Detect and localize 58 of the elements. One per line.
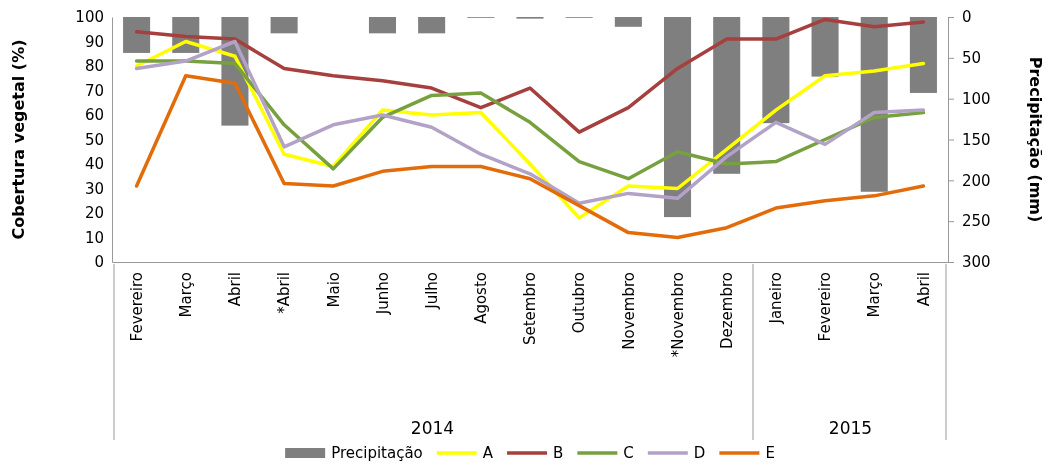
y-tick-label: 10 (84, 228, 104, 247)
y-tick-label: 0 (94, 253, 104, 272)
y-tick-label: 60 (84, 106, 104, 125)
x-tick-label: Fevereiro (816, 272, 835, 342)
y2-tick-label: 250 (962, 212, 991, 231)
y-tick-label: 50 (84, 130, 104, 149)
legend-label: A (482, 444, 494, 462)
line-series (134, 59, 926, 181)
x-tick-label: Julho (422, 272, 441, 310)
legend-label: E (765, 444, 775, 462)
x-tick-label: Março (865, 272, 884, 318)
x-tick-label: Junho (373, 272, 392, 316)
line-series (134, 74, 926, 240)
bar (811, 17, 839, 77)
text: 2015 (828, 418, 873, 438)
legend-label: B (553, 444, 564, 462)
line-series (134, 17, 926, 134)
y2-tick-label: 50 (962, 49, 982, 68)
x-tick-label: Janeiro (767, 272, 786, 325)
y2-tick-label: 200 (962, 171, 991, 190)
x-tick-label: Setembro (521, 272, 540, 346)
y2-tick-label: 0 (962, 8, 972, 27)
x-tick-label: Novembro (619, 272, 638, 350)
bar (368, 17, 396, 34)
bar (664, 17, 692, 218)
legend-label: D (693, 444, 706, 462)
y2-tick-label: 150 (962, 130, 991, 149)
x-tick-label: *Novembro (668, 272, 687, 358)
y-tick-label: 80 (84, 57, 104, 76)
bar (909, 17, 937, 93)
bar (418, 17, 446, 34)
x-tick-label: Fevereiro (127, 272, 146, 342)
y-tick-label: 20 (84, 204, 104, 223)
y-tick-label: 30 (84, 179, 104, 198)
x-tick-label: Maio (324, 272, 343, 308)
x-tick-label: Março (177, 272, 196, 318)
y2-tick-label: 300 (962, 253, 991, 272)
bar (123, 17, 151, 53)
x-tick-label: *Abril (275, 272, 294, 314)
x-tick-label: Outubro (570, 272, 589, 334)
x-tick-label: Agosto (472, 272, 491, 324)
text: 2014 (410, 418, 455, 438)
bar (614, 17, 642, 27)
y-tick-label: 90 (84, 32, 104, 51)
y-tick-label: 100 (75, 8, 104, 27)
legend-label: C (623, 444, 634, 462)
y-tick-label: 70 (84, 81, 104, 100)
legend-label: Precipitação (331, 444, 423, 462)
y2-axis-title: Precipitação (mm) (1026, 56, 1045, 223)
bar (762, 17, 790, 124)
bar (860, 17, 888, 192)
x-tick-label: Abril (226, 272, 245, 307)
y-tick-label: 40 (84, 155, 104, 174)
y-axis-title: Cobertura vegetal (%) (9, 39, 28, 240)
y2-tick-label: 100 (962, 89, 991, 108)
x-tick-label: Abril (914, 272, 933, 307)
x-tick-label: Dezembro (717, 272, 736, 350)
bar (270, 17, 298, 34)
